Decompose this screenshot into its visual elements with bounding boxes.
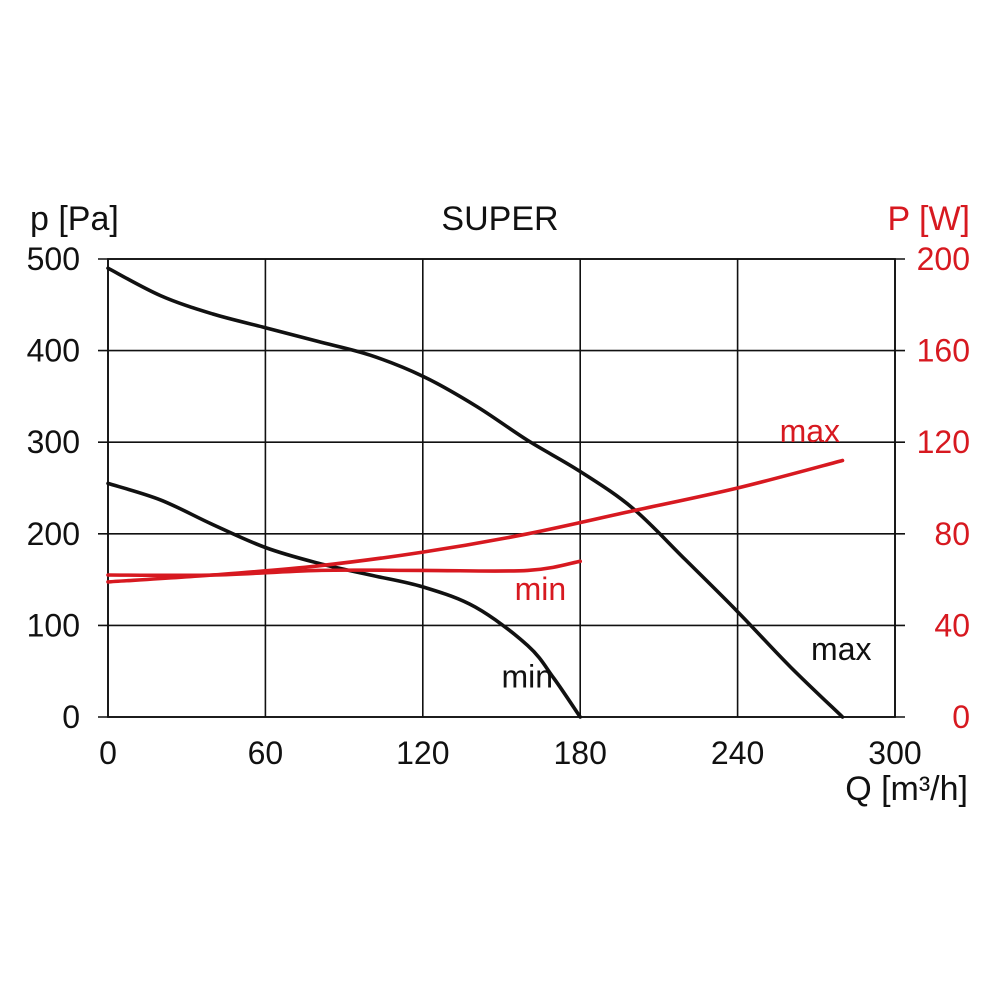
pressure-curve-max — [106, 266, 845, 719]
grid-lines — [98, 258, 905, 718]
power-curve-label-min: min — [515, 571, 567, 607]
x-tick-label-0: 0 — [99, 735, 117, 771]
left-tick-label-4: 400 — [27, 333, 80, 369]
right-tick-label-5: 200 — [917, 241, 970, 277]
curve-labels: max min max min — [502, 413, 872, 694]
left-tick-label-1: 100 — [27, 607, 80, 643]
curves — [106, 266, 845, 719]
tick-labels: 0 60 120 180 240 300 0 100 200 300 400 500 0 40 80 120 1… — [27, 241, 970, 771]
power-curve-max — [106, 458, 845, 584]
pressure-curve-min — [106, 481, 582, 719]
x-tick-label-1: 60 — [248, 735, 284, 771]
power-curve-min — [106, 559, 582, 578]
right-tick-label-4: 160 — [917, 333, 970, 369]
x-tick-label-2: 120 — [396, 735, 449, 771]
left-axis-label: p [Pa] — [30, 200, 119, 238]
right-tick-label-0: 0 — [952, 699, 970, 735]
power-curve-label-max: max — [780, 413, 840, 449]
left-tick-label-3: 300 — [27, 424, 80, 460]
right-axis-label: P [W] — [888, 200, 971, 238]
right-tick-label-3: 120 — [917, 424, 970, 460]
plot-frame — [107, 258, 896, 718]
x-tick-label-5: 300 — [868, 735, 921, 771]
chart-title: SUPER — [441, 200, 558, 238]
left-tick-label-2: 200 — [27, 516, 80, 552]
x-tick-label-3: 180 — [554, 735, 607, 771]
pressure-curve-label-min: min — [502, 659, 554, 695]
left-tick-label-0: 0 — [62, 699, 80, 735]
right-tick-label-1: 40 — [934, 607, 970, 643]
x-tick-label-4: 240 — [711, 735, 764, 771]
x-axis-label: Q [m³/h] — [845, 770, 968, 808]
right-tick-label-2: 80 — [934, 516, 970, 552]
pressure-curve-label-max: max — [811, 631, 871, 667]
left-tick-label-5: 500 — [27, 241, 80, 277]
